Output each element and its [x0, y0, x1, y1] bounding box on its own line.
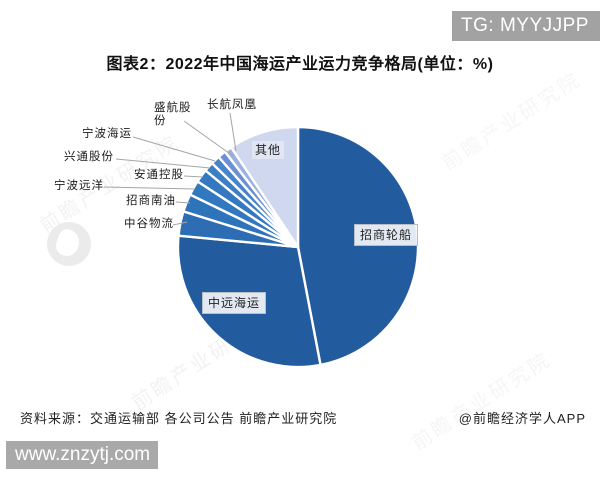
callout-changhang-label: 长航凤凰	[207, 99, 257, 111]
callout-antong-label: 安通控股	[134, 169, 184, 181]
callout-zhaoshangnanyou-label: 招商南油	[126, 195, 176, 207]
site-watermark-bar: www.znzytj.com	[6, 441, 158, 469]
leader-changhang	[229, 112, 237, 152]
callout-ningbohaiyun-label: 宁波海运	[82, 128, 132, 140]
leader-xingtong	[115, 158, 211, 169]
leader-zhonggu	[172, 221, 188, 226]
slice-label-qita: 其他	[252, 141, 285, 159]
callout-zhonggu-label: 中谷物流	[124, 218, 174, 230]
pie-slices	[176, 125, 420, 369]
callout-ningboyuanyang-label: 宁波远洋	[54, 180, 104, 192]
callout-shenghang-label: 盛航股份	[154, 102, 192, 128]
leader-zhaoshangnanyou	[175, 201, 191, 204]
slice-label-zhaoshanglunchuan: 招商轮船	[354, 224, 419, 246]
source-note: 资料来源：交通运输部 各公司公告 前瞻产业研究院	[20, 411, 338, 426]
leader-ningbohaiyun	[132, 136, 216, 162]
leader-shenghang	[183, 120, 234, 157]
leader-antong	[183, 175, 204, 178]
chart-title: 图表2：2022年中国海运产业运力竞争格局(单位：%)	[106, 56, 494, 73]
leader-ningboyuanyang	[103, 186, 196, 190]
credit-note: @前瞻经济学人APP	[458, 411, 586, 426]
slice-label-zhongyuanhaiyun: 中远海运	[202, 292, 267, 314]
tg-badge: TG: MYYJJPP	[452, 11, 600, 41]
callout-xingtong-label: 兴通股份	[64, 151, 114, 163]
leader-lines	[103, 112, 237, 226]
